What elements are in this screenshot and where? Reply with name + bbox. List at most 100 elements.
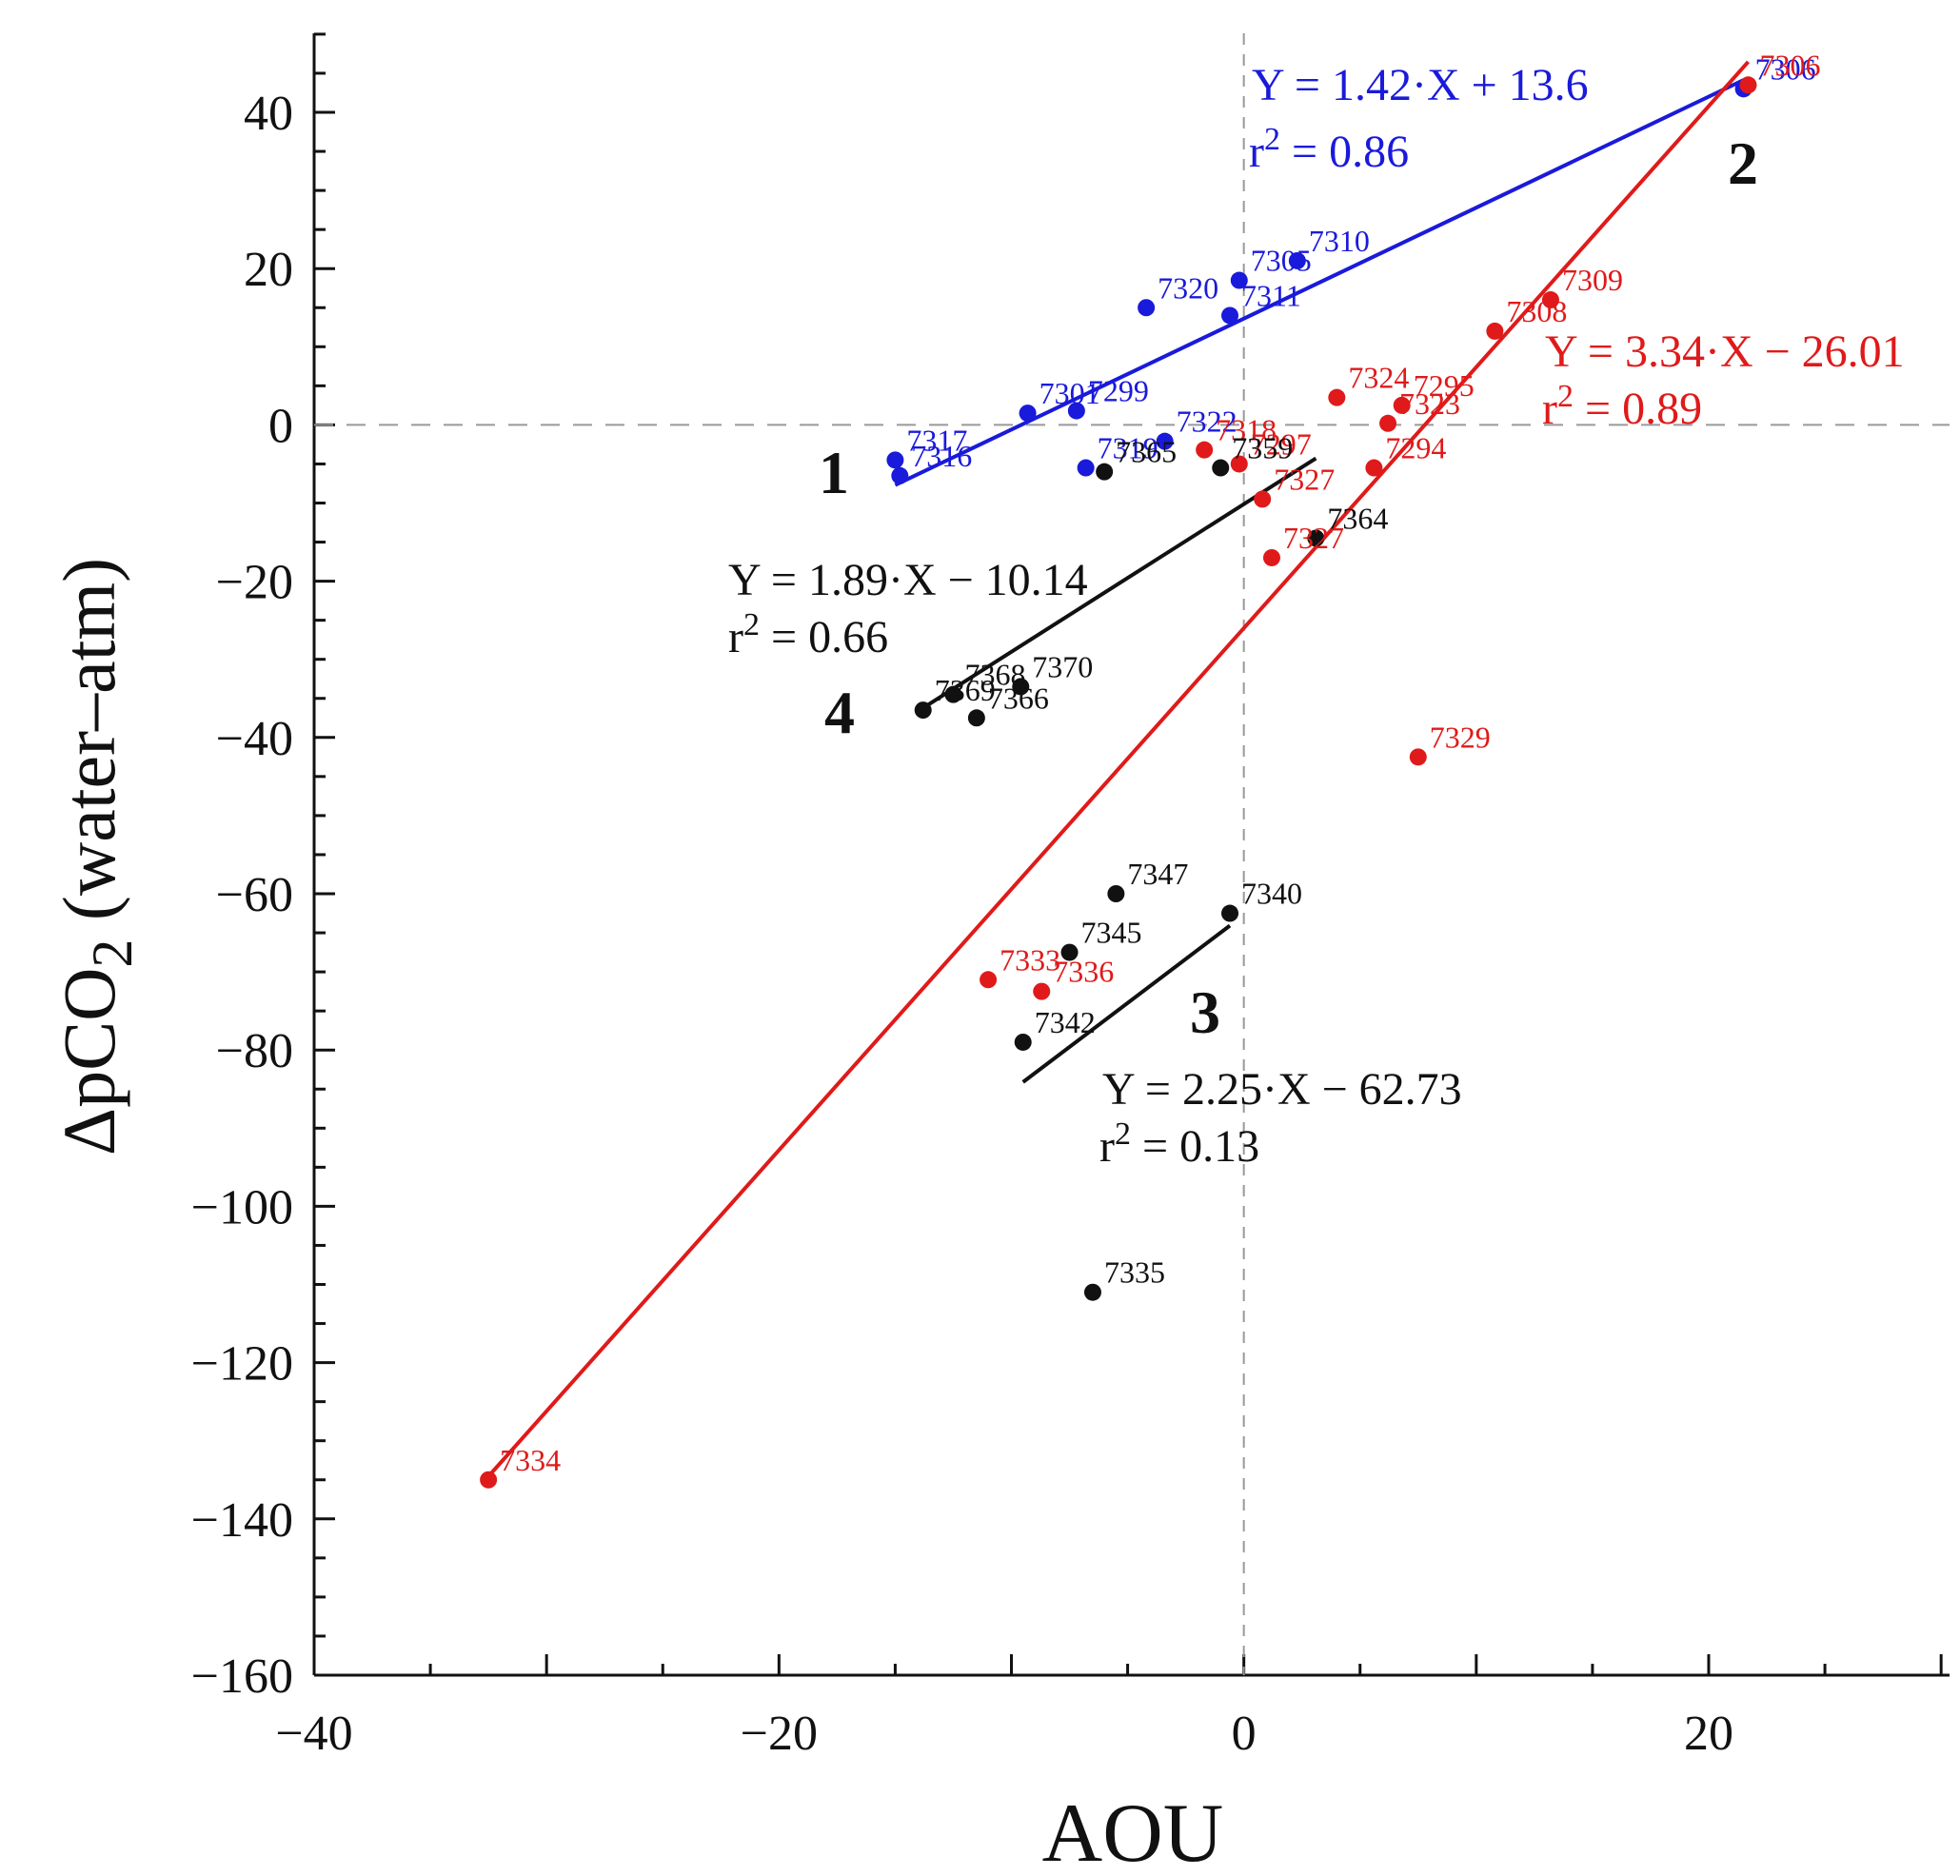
equation-text: Y = 2.25·X − 62.73 (1102, 1064, 1462, 1115)
fit-line-series-4 (921, 456, 1317, 710)
point-7366 (967, 709, 985, 727)
point-7297 (1230, 455, 1248, 473)
point-7311 (1221, 306, 1239, 325)
point-label-7342: 7342 (1035, 1005, 1096, 1039)
point-label-7320: 7320 (1158, 270, 1218, 305)
group-label-4: 4 (824, 679, 855, 746)
point-7365 (1096, 463, 1114, 481)
point-label-7322: 7322 (1177, 405, 1237, 439)
point-label-7297: 7297 (1251, 426, 1312, 461)
point-7368 (944, 685, 962, 703)
y-tick-label: −40 (216, 712, 293, 766)
point-label-7327: 7327 (1283, 521, 1344, 555)
point-label-7311: 7311 (1241, 278, 1301, 312)
point-label-7310: 7310 (1309, 224, 1370, 258)
point-7299 (1067, 402, 1085, 420)
y-tick-label: −160 (191, 1649, 293, 1704)
point-label-7364: 7364 (1327, 501, 1388, 535)
point-7309 (1541, 291, 1559, 309)
point-7322 (1156, 432, 1174, 450)
point-7347 (1107, 885, 1125, 902)
fit-line-series-2 (486, 60, 1751, 1478)
point-label-7359: 7359 (1232, 431, 1293, 465)
point-label-7370: 7370 (1032, 649, 1093, 683)
point-label-7333: 7333 (1000, 942, 1060, 977)
point-label-7340: 7340 (1241, 877, 1302, 911)
data-points (480, 76, 1757, 1489)
point-7324 (1328, 388, 1346, 406)
r2-text: r2 = 0.86 (1249, 122, 1409, 177)
point-7345 (1060, 943, 1079, 961)
point-7306 (1739, 76, 1757, 94)
point-7359 (1212, 459, 1230, 477)
x-axis-title: AOU (1042, 1787, 1224, 1876)
point-7295 (1393, 396, 1411, 414)
point-7317 (886, 451, 904, 469)
point-label-7316: 7316 (911, 439, 972, 473)
point-7327 (1254, 490, 1272, 508)
point-label-7369: 7369 (935, 673, 996, 707)
y-axis-title: ΔpCO2 (water–atm) (48, 558, 144, 1155)
y-tick-label: −20 (216, 556, 293, 610)
y-tick-label: 20 (244, 243, 293, 297)
point-label-7368: 7368 (964, 658, 1025, 692)
point-7335 (1083, 1283, 1101, 1301)
point-7294 (1365, 459, 1383, 477)
point-7369 (914, 701, 932, 720)
y-tick-label: 40 (244, 87, 293, 141)
point-7323 (1379, 414, 1397, 432)
r2-text: r2 = 0.13 (1099, 1116, 1259, 1172)
y-tick-label: −100 (191, 1180, 293, 1234)
y-tick-label: 0 (268, 399, 293, 453)
fit-line-series-1 (894, 78, 1745, 487)
equation-text: Y = 1.42·X + 13.6 (1252, 60, 1589, 110)
point-label-7319: 7319 (1098, 431, 1158, 465)
point-7336 (1033, 982, 1051, 1000)
point-label-7317: 7317 (906, 423, 967, 457)
point-7370 (1012, 678, 1030, 696)
point-label-7323: 7323 (1399, 386, 1460, 421)
point-7340 (1221, 904, 1239, 922)
point-label-7306: 7306 (1755, 51, 1816, 86)
point-7305 (1230, 271, 1248, 289)
equation-text: Y = 1.89·X − 10.14 (728, 555, 1088, 605)
y-tick-label: −80 (216, 1024, 293, 1078)
point-label-7345: 7345 (1081, 916, 1142, 950)
y-tick-label: −60 (216, 868, 293, 922)
point-7333 (980, 971, 998, 989)
point-7342 (1014, 1033, 1032, 1051)
x-tick-label: 0 (1232, 1707, 1257, 1761)
point-7364 (1307, 529, 1325, 547)
point-label-7347: 7347 (1127, 857, 1188, 891)
x-tick-label: −40 (275, 1707, 352, 1761)
point-label-7299: 7299 (1088, 374, 1149, 408)
point-label-7308: 7308 (1506, 294, 1567, 328)
group-label-3: 3 (1190, 978, 1220, 1046)
point-7319 (1077, 459, 1095, 477)
regression-lines (486, 60, 1751, 1478)
point-label-7295: 7295 (1414, 368, 1475, 403)
point-label-7366: 7366 (988, 681, 1049, 715)
point-label-7294: 7294 (1385, 431, 1446, 465)
point-7320 (1138, 299, 1156, 317)
point-label-7327: 7327 (1274, 462, 1335, 496)
group-label-1: 1 (819, 439, 849, 506)
point-7327 (1262, 548, 1280, 566)
y-tick-label: −120 (191, 1337, 293, 1392)
point-label-7365: 7365 (1116, 435, 1177, 469)
group-label-2: 2 (1728, 129, 1758, 197)
point-label-7324: 7324 (1348, 361, 1409, 395)
point-7318 (1196, 441, 1214, 459)
equation-series-3: Y = 2.25·X − 62.73 r2 = 0.13 (1099, 1064, 1462, 1172)
point-7301 (1019, 405, 1037, 423)
point-label-7318: 7318 (1216, 413, 1277, 447)
x-tick-label: −20 (741, 1707, 818, 1761)
point-7310 (1288, 251, 1306, 269)
equation-series-4: Y = 1.89·X − 10.14 r2 = 0.66 (728, 555, 1088, 662)
y-tick-label: −140 (191, 1493, 293, 1548)
r2-text: r2 = 0.66 (728, 607, 888, 662)
x-tick-label: 20 (1684, 1707, 1733, 1761)
